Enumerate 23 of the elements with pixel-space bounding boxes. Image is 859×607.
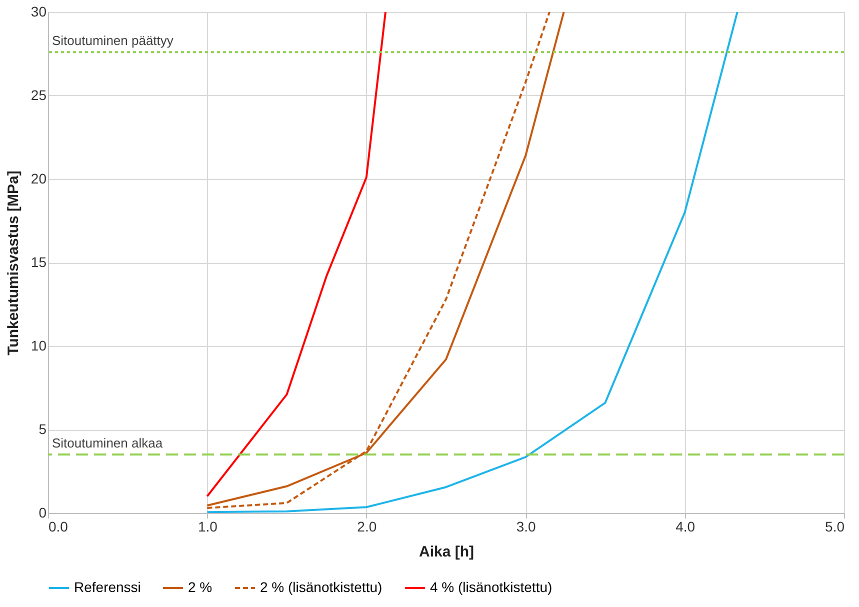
ref-line-label: Sitoutuminen päättyy (52, 33, 174, 48)
legend-label: 4 % (lisänotkistettu) (430, 579, 552, 595)
legend-label: 2 % (lisänotkistettu) (260, 579, 382, 595)
x-tick-label: 2.0 (357, 518, 377, 534)
y-tick-label: 15 (30, 254, 47, 270)
x-tick-label: 3.0 (516, 518, 536, 534)
x-tick-label: 4.0 (676, 518, 696, 534)
y-tick-label: 20 (30, 170, 47, 186)
x-axis-title: Aika [h] (418, 544, 474, 560)
ref-line-label: Sitoutuminen alkaa (52, 436, 164, 451)
line-series (206, 12, 738, 513)
x-tick-label: 1.0 (198, 518, 218, 534)
legend-label: 2 % (188, 579, 212, 595)
x-tick-label: 5.0 (825, 518, 845, 534)
y-axis-title: Tunkeutumisvastus [MPa] (4, 170, 22, 356)
line-series (206, 12, 387, 498)
y-tick-label: 25 (30, 87, 47, 103)
y-tick-label: 0 (38, 504, 47, 520)
legend-label: Referenssi (74, 579, 141, 595)
y-tick-label: 10 (30, 338, 47, 354)
x-tick-label: 0.0 (48, 518, 68, 534)
y-tick-label: 30 (30, 4, 47, 20)
y-tick-label: 5 (38, 421, 47, 437)
